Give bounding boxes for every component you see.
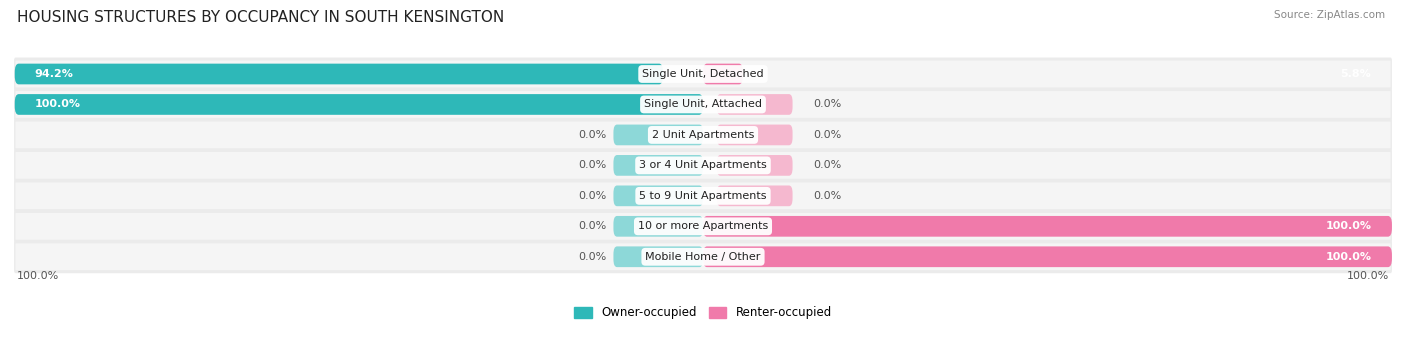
Text: 0.0%: 0.0% [813,100,841,109]
FancyBboxPatch shape [14,210,1392,243]
Text: Source: ZipAtlas.com: Source: ZipAtlas.com [1274,10,1385,20]
Text: 100.0%: 100.0% [1326,221,1371,231]
FancyBboxPatch shape [703,216,1392,237]
Text: 0.0%: 0.0% [578,252,606,262]
FancyBboxPatch shape [15,91,1391,118]
FancyBboxPatch shape [703,247,1392,267]
Text: 0.0%: 0.0% [813,130,841,140]
Text: 0.0%: 0.0% [578,191,606,201]
Text: 0.0%: 0.0% [578,160,606,170]
Text: 0.0%: 0.0% [578,221,606,231]
Text: Single Unit, Detached: Single Unit, Detached [643,69,763,79]
Text: 100.0%: 100.0% [1326,252,1371,262]
FancyBboxPatch shape [14,94,703,115]
FancyBboxPatch shape [703,64,742,84]
FancyBboxPatch shape [14,149,1392,182]
Text: 0.0%: 0.0% [813,191,841,201]
FancyBboxPatch shape [717,94,793,115]
FancyBboxPatch shape [613,155,703,176]
FancyBboxPatch shape [15,243,1391,270]
Text: 0.0%: 0.0% [813,160,841,170]
FancyBboxPatch shape [15,152,1391,179]
Text: 94.2%: 94.2% [35,69,73,79]
Text: 0.0%: 0.0% [578,130,606,140]
FancyBboxPatch shape [14,64,664,84]
FancyBboxPatch shape [14,88,1392,121]
FancyBboxPatch shape [717,124,793,145]
FancyBboxPatch shape [613,124,703,145]
FancyBboxPatch shape [14,179,1392,212]
Text: Mobile Home / Other: Mobile Home / Other [645,252,761,262]
FancyBboxPatch shape [14,240,1392,273]
FancyBboxPatch shape [717,155,793,176]
Text: 5.8%: 5.8% [1340,69,1371,79]
FancyBboxPatch shape [14,58,1392,90]
Text: 10 or more Apartments: 10 or more Apartments [638,221,768,231]
Text: 5 to 9 Unit Apartments: 5 to 9 Unit Apartments [640,191,766,201]
FancyBboxPatch shape [613,186,703,206]
FancyBboxPatch shape [14,118,1392,151]
Text: 100.0%: 100.0% [35,100,80,109]
Text: HOUSING STRUCTURES BY OCCUPANCY IN SOUTH KENSINGTON: HOUSING STRUCTURES BY OCCUPANCY IN SOUTH… [17,10,505,25]
Text: 2 Unit Apartments: 2 Unit Apartments [652,130,754,140]
FancyBboxPatch shape [717,186,793,206]
FancyBboxPatch shape [15,61,1391,87]
FancyBboxPatch shape [15,182,1391,209]
Text: Single Unit, Attached: Single Unit, Attached [644,100,762,109]
Text: 3 or 4 Unit Apartments: 3 or 4 Unit Apartments [640,160,766,170]
FancyBboxPatch shape [613,247,703,267]
Text: 100.0%: 100.0% [1347,271,1389,281]
FancyBboxPatch shape [15,121,1391,148]
Legend: Owner-occupied, Renter-occupied: Owner-occupied, Renter-occupied [569,301,837,324]
FancyBboxPatch shape [613,216,703,237]
Text: 100.0%: 100.0% [17,271,59,281]
FancyBboxPatch shape [15,213,1391,240]
